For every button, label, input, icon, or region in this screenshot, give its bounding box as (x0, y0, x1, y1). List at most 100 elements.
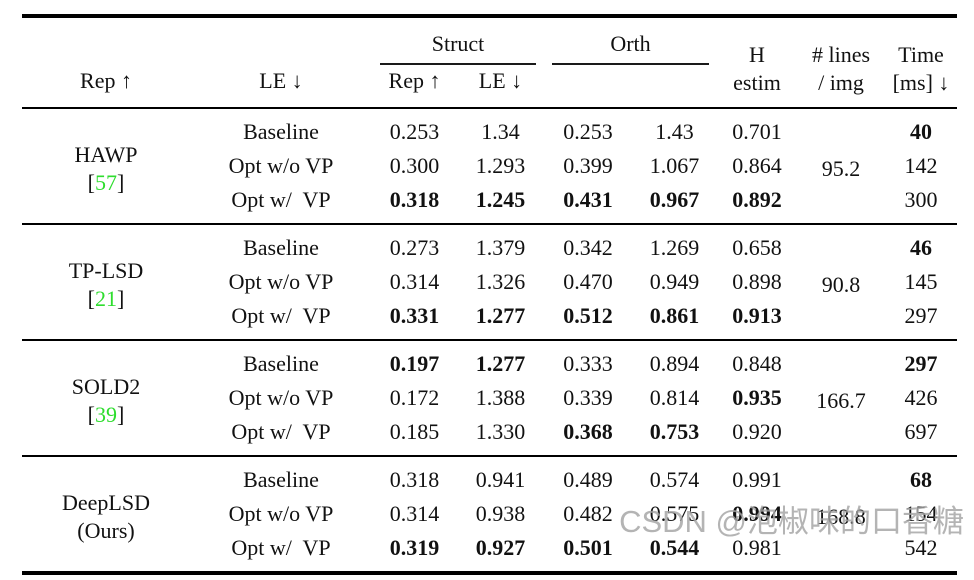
metric-value: 1.277 (475, 303, 526, 328)
table-row: Opt w/ VP 0.185 1.330 0.368 0.753 0.920 697 (22, 415, 957, 456)
cite-bracket-close: ] (117, 170, 125, 195)
metric-value: 0.318 (389, 467, 440, 492)
cite-bracket-open: [ (87, 402, 95, 427)
header-h-estim: H estim (717, 16, 797, 108)
metric-value: 0.319 (389, 535, 440, 560)
metric-value: 0.991 (732, 467, 782, 492)
time-line1: Time (898, 41, 944, 67)
metric-value: 0.920 (732, 419, 782, 444)
cite-number: 57 (95, 170, 117, 195)
header-group-struct: Struct (372, 16, 544, 65)
method-name: HAWP (74, 142, 138, 167)
method-name: SOLD2 (71, 374, 141, 399)
metric-value: 0.185 (389, 419, 440, 444)
metric-value: 0.658 (732, 235, 782, 260)
metric-value: 0.399 (563, 153, 613, 178)
metric-value: 0.253 (563, 119, 613, 144)
time-value: 297 (904, 351, 938, 376)
header-struct-rep: Rep ↑ (80, 68, 132, 93)
results-table: Struct Orth H estim # lines / img Time [… (22, 14, 957, 575)
metric-value: 1.326 (475, 269, 526, 294)
metric-value: 0.938 (475, 501, 526, 526)
metric-value: 0.172 (389, 385, 440, 410)
metric-value: 0.927 (475, 535, 526, 560)
lines-line2: / img (818, 69, 864, 95)
table-header: Struct Orth H estim # lines / img Time [… (22, 16, 957, 108)
cite-number: 39 (95, 402, 117, 427)
method-section-sold2: SOLD2 [39] Baseline 0.197 1.277 0.333 0.894 0.8… (22, 340, 957, 456)
metric-value: 0.342 (563, 235, 613, 260)
metric-value: 0.753 (649, 419, 700, 444)
method-label: DeepLSD (Ours) (22, 456, 190, 573)
method-section-hawp: HAWP [57] Baseline 0.253 1.34 0.253 1.43 0.701 9… (22, 108, 957, 224)
metric-value: 0.431 (563, 187, 613, 212)
variant-label: Opt w/o VP (228, 153, 334, 178)
cite-bracket-close: ] (117, 402, 125, 427)
citation-link[interactable]: [57] (22, 169, 190, 197)
metric-value: 0.489 (563, 467, 613, 492)
time-value: 40 (910, 119, 932, 144)
variant-label: Baseline (243, 467, 319, 492)
header-struct-le: LE ↓ (259, 68, 303, 93)
variant-label: Opt w/ VP (231, 303, 331, 328)
metric-value: 0.848 (732, 351, 782, 376)
table-row: Opt w/o VP 0.314 0.938 0.482 0.575 0.994 154 (22, 497, 957, 531)
table-row: Opt w/ VP 0.331 1.277 0.512 0.861 0.913 297 (22, 299, 957, 340)
metric-value: 0.941 (475, 467, 526, 492)
metric-value: 1.330 (475, 419, 526, 444)
lines-per-img-value: 168.8 (816, 504, 866, 529)
metric-value: 0.300 (389, 153, 440, 178)
metric-value: 0.197 (389, 351, 440, 376)
metric-value: 0.701 (732, 119, 782, 144)
cite-bracket-open: [ (87, 170, 95, 195)
metric-value: 1.43 (655, 119, 694, 144)
table-row: TP-LSD [21] Baseline 0.273 1.379 0.342 1.269 0.… (22, 224, 957, 311)
time-value: 697 (904, 419, 938, 444)
metric-value: 0.482 (563, 501, 613, 526)
metric-value: 0.318 (389, 187, 440, 212)
method-name: DeepLSD (62, 490, 150, 515)
variant-label: Opt w/ VP (231, 419, 331, 444)
struct-group-label: Struct (431, 31, 485, 56)
table-row: HAWP [57] Baseline 0.253 1.34 0.253 1.43 0.701 9… (22, 108, 957, 195)
metric-value: 0.574 (649, 467, 700, 492)
metric-value: 1.277 (475, 351, 526, 376)
h-estim-line2: estim (733, 69, 781, 95)
variant-label: Baseline (243, 351, 319, 376)
variant-label: Opt w/o VP (228, 385, 334, 410)
lines-line1: # lines (811, 41, 871, 67)
metric-value: 0.967 (649, 187, 700, 212)
cite-bracket-close: ] (117, 286, 125, 311)
time-value: 426 (904, 385, 938, 410)
citation-link[interactable]: [39] (22, 401, 190, 429)
time-value: 145 (904, 269, 938, 294)
metric-value: 0.861 (649, 303, 700, 328)
metric-value: 0.935 (732, 385, 782, 410)
citation-link[interactable]: [21] (22, 285, 190, 313)
method-section-deeplsd: DeepLSD (Ours) Baseline 0.318 0.941 0.489 0.57… (22, 456, 957, 573)
time-value: 46 (910, 235, 932, 260)
time-value: 542 (904, 535, 938, 560)
method-sub-label: (Ours) (77, 518, 135, 543)
metric-value: 0.892 (732, 187, 782, 212)
metric-value: 0.273 (389, 235, 440, 260)
header-orth-rep: Rep ↑ (388, 68, 441, 93)
metric-value: 0.339 (563, 385, 613, 410)
header-blank (22, 16, 372, 65)
table-row: Opt w/o VP 0.172 1.388 0.339 0.814 0.935 426 (22, 381, 957, 415)
cite-number: 21 (95, 286, 117, 311)
metric-value: 0.314 (389, 501, 440, 526)
table-row: SOLD2 [39] Baseline 0.197 1.277 0.333 0.894 0.8… (22, 340, 957, 427)
variant-label: Opt w/ VP (231, 187, 331, 212)
metric-value: 1.245 (475, 187, 526, 212)
metric-value: 1.379 (475, 235, 526, 260)
lines-per-img-value: 166.7 (816, 388, 866, 413)
metric-value: 0.333 (563, 351, 613, 376)
metric-value: 0.544 (649, 535, 700, 560)
method-label: SOLD2 [39] (22, 340, 190, 456)
time-value: 142 (904, 153, 938, 178)
time-value: 154 (904, 501, 938, 526)
metric-value: 0.913 (732, 303, 782, 328)
lines-per-img-value: 95.2 (821, 156, 861, 181)
metric-value: 0.470 (563, 269, 613, 294)
